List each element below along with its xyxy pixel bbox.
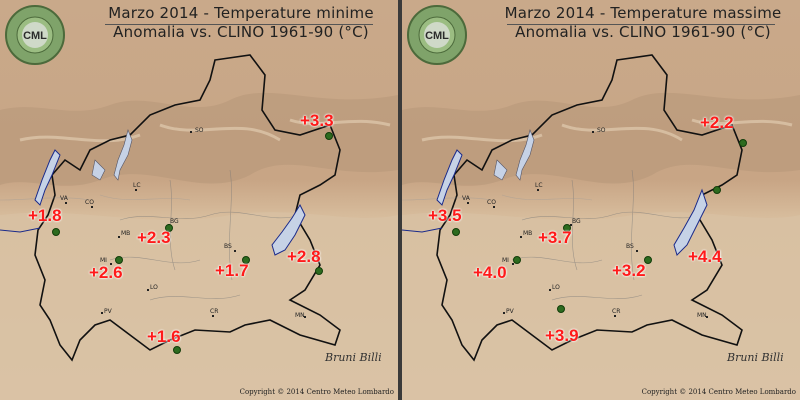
- city-dot: [467, 202, 469, 204]
- city-dot: [135, 189, 137, 191]
- signature: Bruni Billi: [727, 351, 784, 364]
- city-dot: [212, 315, 214, 317]
- logo-initials: CML: [23, 30, 47, 42]
- anomaly-value: +3.3: [300, 111, 334, 130]
- city-va: VA: [60, 195, 68, 202]
- city-bg: BG: [170, 218, 179, 225]
- city-dot: [549, 289, 551, 291]
- city-va: VA: [462, 195, 470, 202]
- logo-initials: CML: [425, 30, 449, 42]
- station-marker: [644, 256, 652, 264]
- city-so: SO: [597, 127, 606, 134]
- station-marker: [165, 224, 173, 232]
- anomaly-value: +3.2: [612, 261, 646, 280]
- city-bs: BS: [224, 243, 232, 250]
- city-cr: CR: [612, 308, 621, 315]
- title-text: Marzo 2014 - Temperature massime: [504, 4, 782, 22]
- anomaly-value: +1.8: [28, 206, 62, 225]
- city-lo: LO: [150, 284, 158, 291]
- city-mi: MI: [100, 257, 107, 264]
- city-pv: PV: [104, 308, 112, 315]
- city-lc: LC: [133, 182, 141, 189]
- city-dot: [570, 224, 572, 226]
- subtitle-text: Anomalia vs. CLINO 1961-90 (°C): [113, 23, 369, 41]
- station-marker: [739, 139, 747, 147]
- city-dot: [503, 312, 505, 314]
- city-dot: [304, 316, 306, 318]
- city-dot: [118, 236, 120, 238]
- station-marker: [513, 256, 521, 264]
- panel-title: Marzo 2014 - Temperature massime Anomali…: [497, 4, 789, 48]
- city-mb: MB: [121, 230, 131, 237]
- anomaly-value: +3.7: [538, 228, 572, 247]
- city-dot: [101, 312, 103, 314]
- anomaly-value: +2.3: [137, 228, 171, 247]
- city-dot: [537, 189, 539, 191]
- subtitle-text: Anomalia vs. CLINO 1961-90 (°C): [515, 23, 771, 41]
- signature: Bruni Billi: [325, 351, 382, 364]
- anomaly-value: +1.7: [215, 261, 249, 280]
- centro-meteo-lombardo-logo: CML: [407, 5, 467, 65]
- city-bs: BS: [626, 243, 634, 250]
- panel-title: Marzo 2014 - Temperature minime Anomalia…: [95, 4, 387, 48]
- city-so: SO: [195, 127, 204, 134]
- city-lo: LO: [552, 284, 560, 291]
- panel-minimum-temperatures: CML Marzo 2014 - Temperature minime Anom…: [0, 0, 398, 400]
- city-dot: [592, 131, 594, 133]
- city-dot: [190, 131, 192, 133]
- anomaly-value: +4.0: [473, 263, 507, 282]
- anomaly-value: +3.9: [545, 326, 579, 345]
- station-marker: [52, 228, 60, 236]
- anomaly-value: +2.2: [700, 113, 734, 132]
- city-dot: [110, 263, 112, 265]
- city-dot: [614, 315, 616, 317]
- title-underline: [507, 24, 775, 25]
- city-co: CO: [487, 199, 496, 206]
- station-marker: [115, 256, 123, 264]
- city-dot: [493, 206, 495, 208]
- anomaly-value: +4.4: [688, 247, 722, 266]
- anomaly-value: +2.6: [89, 263, 123, 282]
- station-marker: [452, 228, 460, 236]
- city-dot: [65, 202, 67, 204]
- station-marker: [713, 186, 721, 194]
- city-mb: MB: [523, 230, 533, 237]
- city-mi: MI: [502, 257, 509, 264]
- station-marker: [173, 346, 181, 354]
- panel-maximum-temperatures: CML Marzo 2014 - Temperature massime Ano…: [402, 0, 800, 400]
- anomaly-value: +2.8: [287, 247, 321, 266]
- station-marker: [557, 305, 565, 313]
- title-text: Marzo 2014 - Temperature minime: [108, 4, 374, 22]
- lombardy-map: [0, 0, 398, 400]
- copyright-text: Copyright © 2014 Centro Meteo Lombardo: [239, 388, 394, 396]
- city-dot: [147, 289, 149, 291]
- city-mn: MN: [697, 312, 707, 319]
- city-dot: [520, 236, 522, 238]
- city-lc: LC: [535, 182, 543, 189]
- title-underline: [105, 24, 373, 25]
- station-marker: [563, 224, 571, 232]
- city-cr: CR: [210, 308, 219, 315]
- anomaly-value: +1.6: [147, 327, 181, 346]
- station-marker: [325, 132, 333, 140]
- city-dot: [234, 250, 236, 252]
- city-mn: MN: [295, 312, 305, 319]
- city-dot: [636, 250, 638, 252]
- city-bg: BG: [572, 218, 581, 225]
- city-dot: [512, 263, 514, 265]
- city-dot: [91, 206, 93, 208]
- city-dot: [706, 316, 708, 318]
- anomaly-value: +3.5: [428, 206, 462, 225]
- city-co: CO: [85, 199, 94, 206]
- city-pv: PV: [506, 308, 514, 315]
- centro-meteo-lombardo-logo: CML: [5, 5, 65, 65]
- copyright-text: Copyright © 2014 Centro Meteo Lombardo: [641, 388, 796, 396]
- station-marker: [242, 256, 250, 264]
- lombardy-map: [402, 0, 800, 400]
- station-marker: [315, 267, 323, 275]
